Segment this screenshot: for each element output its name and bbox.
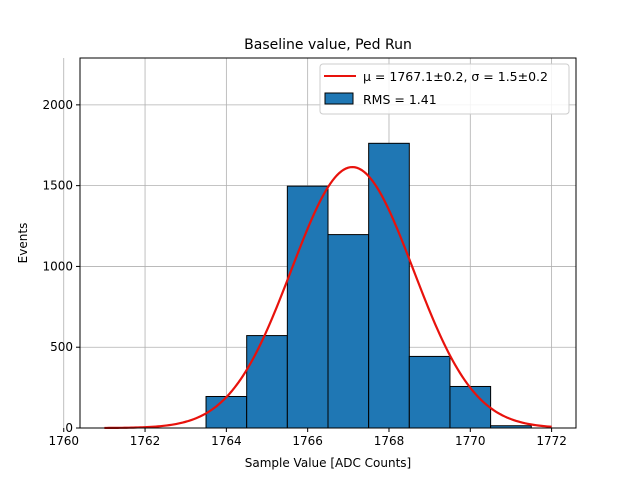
histogram-bar [286, 185, 329, 429]
fit-curve [104, 165, 552, 430]
plot-frame [79, 57, 577, 429]
x-tick-label: 1764 [211, 434, 242, 448]
x-tick-label: 1766 [292, 434, 323, 448]
legend-label-histogram: RMS = 1.41 [363, 92, 437, 107]
y-axis-ticks: 0 500 1000 1500 2000 [42, 98, 80, 435]
legend-label-fit: μ = 1767.1±0.2, σ = 1.5±0.2 [363, 69, 548, 84]
legend: μ = 1767.1±0.2, σ = 1.5±0.2 RMS = 1.41 [319, 63, 570, 115]
x-axis-ticks: 1760 1762 1764 1766 1768 1770 1772 [48, 428, 567, 448]
histogram-bar [327, 234, 370, 429]
x-tick-label: 1768 [374, 434, 405, 448]
legend-bar-swatch [324, 92, 354, 105]
histogram-bar [408, 355, 451, 429]
y-tick-label: 500 [50, 340, 73, 354]
y-tick-label: 2000 [42, 98, 73, 112]
x-axis-label: Sample Value [ADC Counts] [245, 456, 411, 470]
x-tick-label: 1770 [455, 434, 486, 448]
x-tick-label: 1760 [48, 434, 79, 448]
histogram-bar [449, 385, 492, 429]
y-tick-label: 1000 [42, 259, 73, 273]
histogram-bar [246, 335, 288, 429]
x-tick-label: 1762 [130, 434, 161, 448]
y-axis-label: Events [16, 223, 30, 264]
legend-box [319, 63, 570, 115]
y-tick-label: 1500 [42, 179, 73, 193]
y-tick-label: 0 [65, 421, 73, 435]
x-tick-label: 1772 [536, 434, 567, 448]
gaussian-fit [104, 165, 552, 430]
chart-title: Baseline value, Ped Run [244, 37, 412, 53]
histogram-bar [205, 395, 248, 429]
